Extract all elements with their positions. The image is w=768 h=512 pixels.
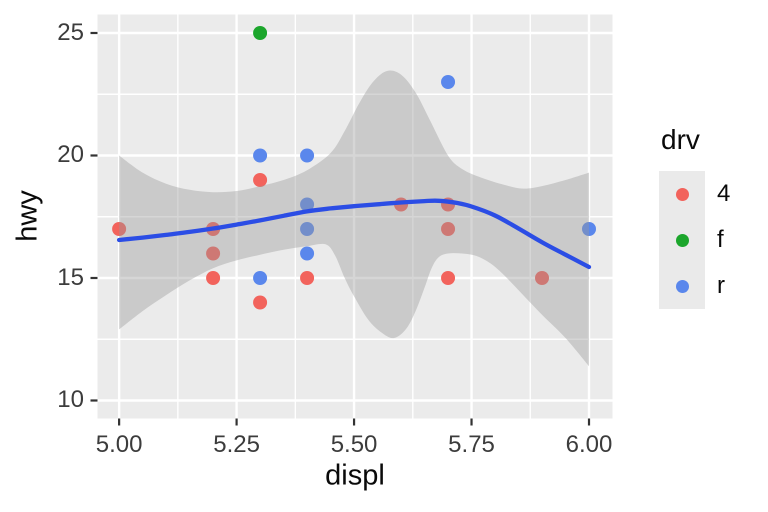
data-point-r [300, 246, 315, 261]
data-point-4 [441, 270, 456, 285]
legend-point-icon [675, 187, 689, 201]
smooth-line [116, 198, 592, 270]
y-tick-label: 25 [57, 18, 84, 46]
legend-point-icon [675, 279, 689, 293]
data-point-4 [441, 221, 456, 236]
legend-entry-r: r [659, 263, 730, 309]
x-tick-label: 5.50 [330, 431, 378, 458]
data-point-r [441, 74, 456, 89]
data-point-r [253, 270, 268, 285]
legend-key-background [659, 171, 705, 217]
data-point-r [300, 221, 315, 236]
legend-entry-4: 4 [659, 171, 730, 217]
data-point-4 [300, 270, 315, 285]
data-point-r [300, 148, 315, 163]
x-tick-label: 6.00 [565, 431, 613, 458]
y-tick-label: 15 [57, 263, 84, 291]
data-point-4 [206, 270, 221, 285]
y-axis-title: hwy [11, 190, 44, 242]
data-point-r [253, 148, 268, 163]
legend-key-background [659, 217, 705, 263]
legend-label: f [717, 226, 724, 253]
legend-label: 4 [717, 180, 731, 207]
x-tick-label: 5.25 [213, 431, 260, 458]
x-tick-label: 5.75 [448, 431, 495, 458]
data-point-4 [535, 270, 550, 285]
data-point-f [253, 25, 268, 40]
legend-entry-f: f [659, 217, 730, 263]
data-point-4 [112, 221, 127, 236]
legend-point-icon [675, 233, 689, 247]
y-tick-label: 10 [57, 386, 84, 414]
data-point-r [300, 197, 315, 212]
legend-label: r [717, 272, 725, 299]
y-tick-label: 20 [57, 141, 84, 169]
legend-key-background [659, 263, 705, 309]
data-point-4 [253, 172, 268, 187]
legend-title: drv [661, 124, 700, 155]
x-axis-title: displ [325, 459, 385, 492]
data-point-4 [206, 246, 221, 261]
confidence-ribbon [119, 70, 589, 367]
x-tick-label: 5.00 [95, 431, 143, 458]
data-point-4 [253, 295, 268, 310]
data-point-r [582, 221, 597, 236]
